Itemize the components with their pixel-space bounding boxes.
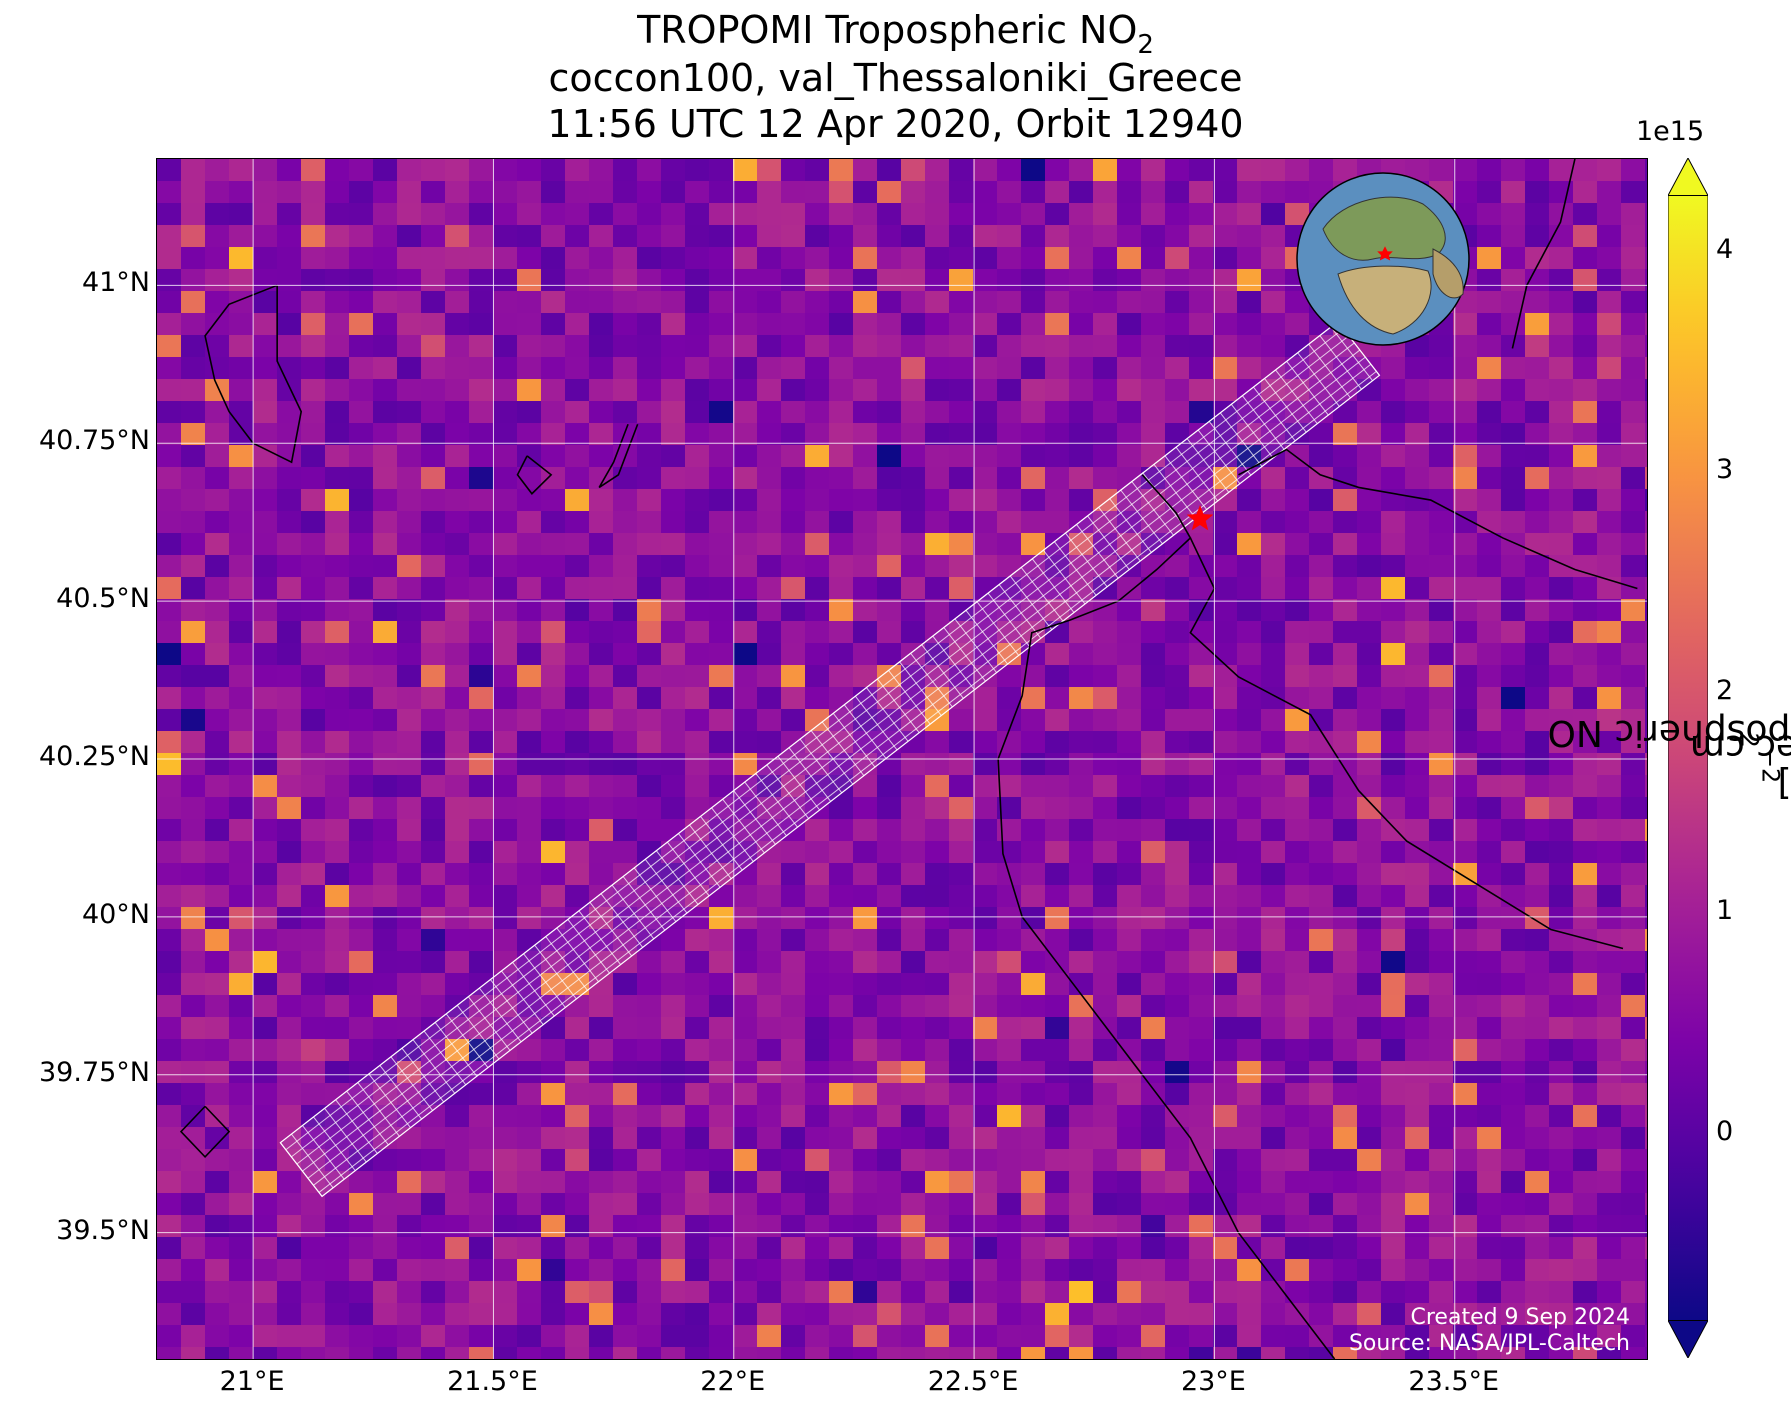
map-panel xyxy=(156,158,1648,1360)
colorbar-tick-label: 3 xyxy=(1716,454,1734,486)
lon-tick-label: 23.5°E xyxy=(1408,1366,1500,1397)
lat-tick-label: 40°N xyxy=(81,898,150,930)
lon-tick-label: 23°E xyxy=(1180,1366,1246,1397)
colorbar-tick-label: 2 xyxy=(1716,674,1734,706)
credit-created: Created 9 Sep 2024 xyxy=(1410,1305,1631,1330)
lon-tick-label: 21.5°E xyxy=(447,1366,538,1397)
lon-tick-label: 22°E xyxy=(700,1366,766,1397)
colorbar-tick-label: 4 xyxy=(1716,233,1734,265)
colorbar-multiplier: 1e15 xyxy=(1636,116,1705,147)
station-marker xyxy=(1186,505,1214,531)
lat-tick-label: 40.5°N xyxy=(56,583,150,615)
lat-tick-label: 40.25°N xyxy=(39,741,150,772)
chart-title-line-1: TROPOMI Tropospheric NO2 xyxy=(0,8,1791,60)
lat-tick-label: 41°N xyxy=(81,267,150,299)
colorbar xyxy=(1668,158,1708,1358)
lat-tick-label: 39.5°N xyxy=(56,1214,150,1246)
title-subscript: 2 xyxy=(1137,30,1154,60)
title-main: TROPOMI Tropospheric NO xyxy=(637,8,1138,52)
chart-title-line-2: coccon100, val_Thessaloniki_Greece xyxy=(548,56,1243,100)
chart-title-line-3: 11:56 UTC 12 Apr 2020, Orbit 12940 xyxy=(547,102,1244,146)
colorbar-tick-label: 1 xyxy=(1716,895,1734,927)
lon-tick-label: 21°E xyxy=(219,1366,285,1397)
coastline xyxy=(179,159,1638,1359)
globe-inset xyxy=(1296,172,1470,346)
credit-source: Source: NASA/JPL-Caltech xyxy=(1348,1331,1630,1356)
lat-tick-label: 39.75°N xyxy=(39,1056,150,1088)
no2-pixel-grid xyxy=(157,159,1647,1359)
colorbar-tick-label: 0 xyxy=(1716,1116,1734,1147)
lon-tick-label: 22.5°E xyxy=(927,1366,1019,1397)
lat-tick-label: 40.75°N xyxy=(39,425,150,457)
